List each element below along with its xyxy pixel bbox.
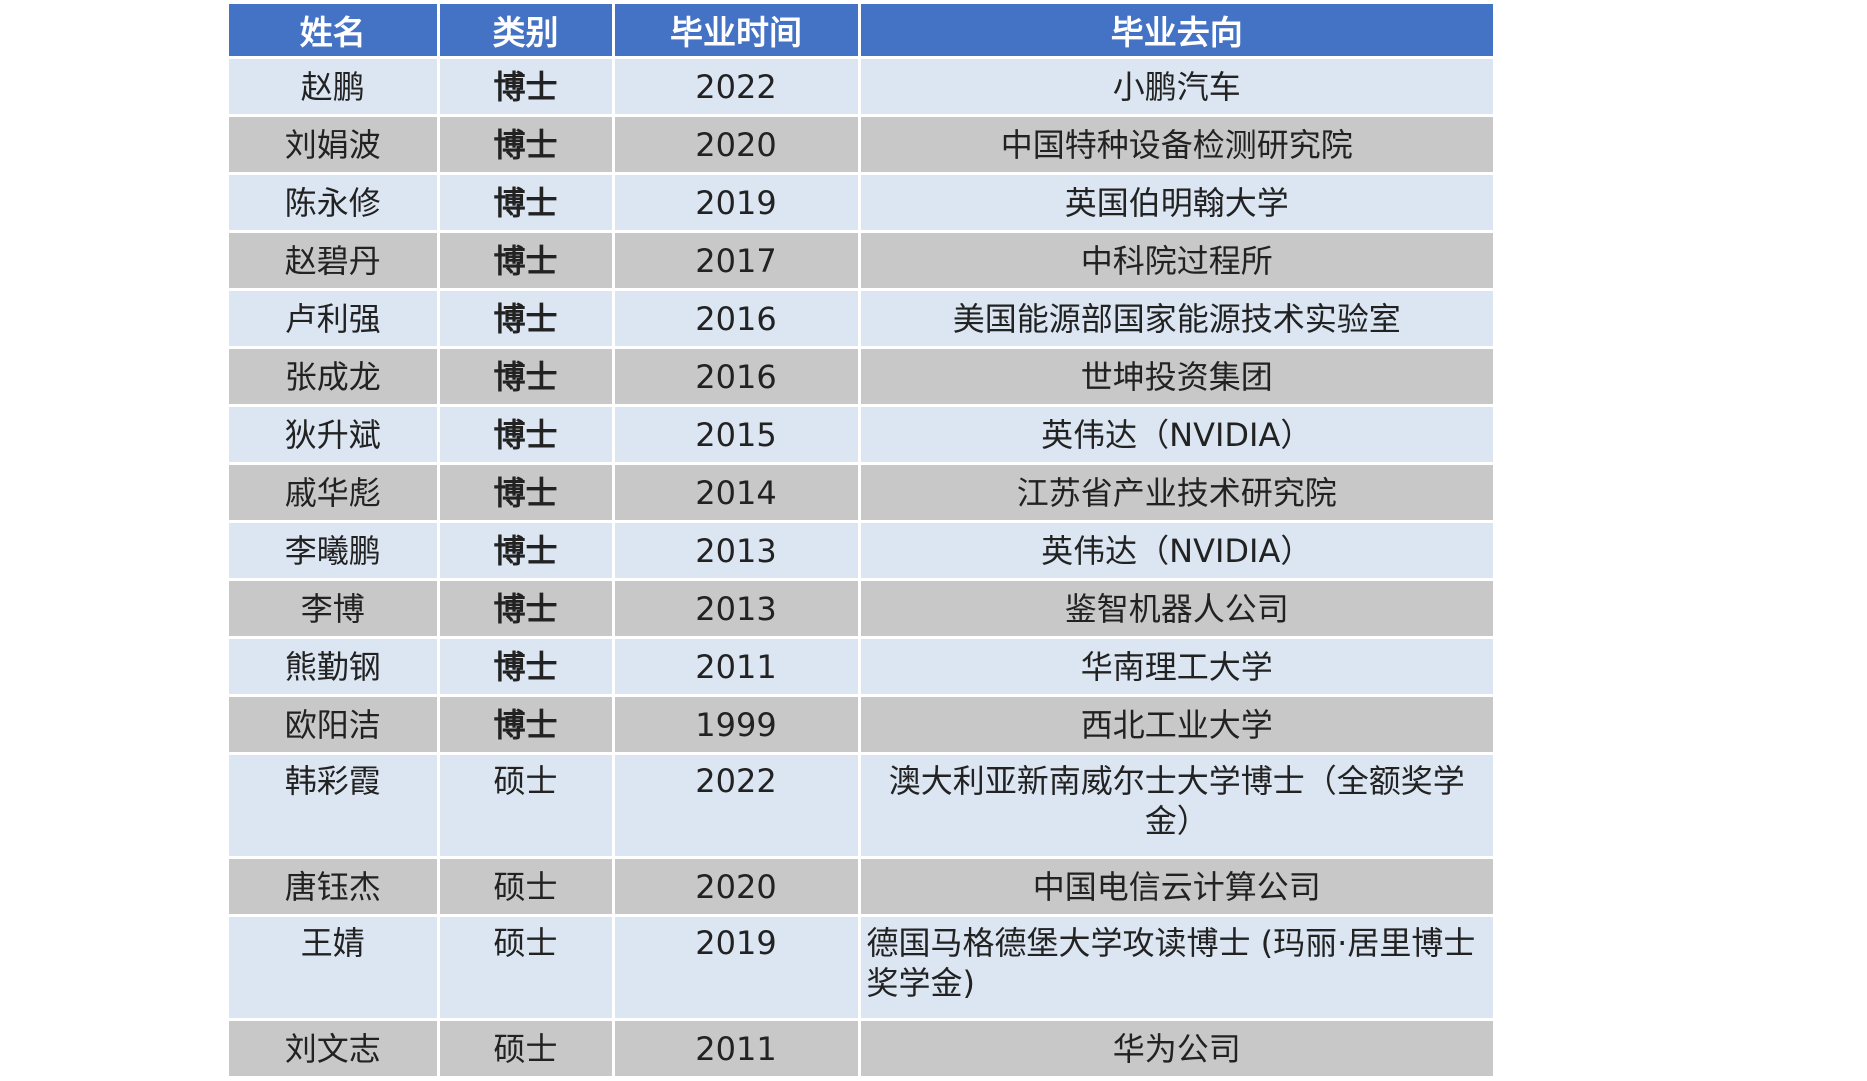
type-cell: 博士 [436, 694, 615, 755]
header-type: 类别 [436, 4, 615, 59]
destination-cell: 江苏省产业技术研究院 [857, 462, 1493, 523]
alumni-table: 姓名 类别 毕业时间 毕业去向 赵鹏 博士 2022 小鹏汽车 刘娟波 博士 2020 中国特… [229, 4, 1493, 1079]
year-cell: 2011 [611, 1018, 861, 1079]
destination-cell: 华为公司 [857, 1018, 1493, 1079]
destination-cell: 中国特种设备检测研究院 [857, 114, 1493, 175]
name-cell: 熊勤钢 [229, 636, 440, 697]
type-cell: 硕士 [436, 856, 615, 917]
destination-cell: 小鹏汽车 [857, 56, 1493, 117]
table-row: 卢利强 博士 2016 美国能源部国家能源技术实验室 [229, 288, 1493, 349]
table-row: 赵鹏 博士 2022 小鹏汽车 [229, 56, 1493, 117]
name-cell: 赵鹏 [229, 56, 440, 117]
table-header-row: 姓名 类别 毕业时间 毕业去向 [229, 4, 1493, 59]
destination-cell: 世坤投资集团 [857, 346, 1493, 407]
table-row: 李曦鹏 博士 2013 英伟达（NVIDIA） [229, 520, 1493, 581]
table-row: 熊勤钢 博士 2011 华南理工大学 [229, 636, 1493, 697]
name-cell: 赵碧丹 [229, 230, 440, 291]
header-destination: 毕业去向 [857, 4, 1493, 59]
destination-cell: 澳大利亚新南威尔士大学博士（全额奖学金） [857, 752, 1493, 859]
destination-cell: 中国电信云计算公司 [857, 856, 1493, 917]
year-cell: 2016 [611, 288, 861, 349]
table-row: 李博 博士 2013 鉴智机器人公司 [229, 578, 1493, 639]
table-row: 唐钰杰 硕士 2020 中国电信云计算公司 [229, 856, 1493, 917]
type-cell: 博士 [436, 578, 615, 639]
year-cell: 2022 [611, 56, 861, 117]
destination-cell: 中科院过程所 [857, 230, 1493, 291]
name-cell: 李博 [229, 578, 440, 639]
year-cell: 2011 [611, 636, 861, 697]
name-cell: 卢利强 [229, 288, 440, 349]
year-cell: 1999 [611, 694, 861, 755]
table-row: 戚华彪 博士 2014 江苏省产业技术研究院 [229, 462, 1493, 523]
type-cell: 博士 [436, 230, 615, 291]
year-cell: 2022 [611, 752, 861, 859]
name-cell: 陈永修 [229, 172, 440, 233]
year-cell: 2020 [611, 114, 861, 175]
destination-cell: 鉴智机器人公司 [857, 578, 1493, 639]
table-row: 欧阳洁 博士 1999 西北工业大学 [229, 694, 1493, 755]
table-row: 王婧 硕士 2019 德国马格德堡大学攻读博士 (玛丽·居里博士奖学金) [229, 914, 1493, 1021]
name-cell: 李曦鹏 [229, 520, 440, 581]
name-cell: 王婧 [229, 914, 440, 1021]
destination-cell: 英伟达（NVIDIA） [857, 404, 1493, 465]
destination-cell: 西北工业大学 [857, 694, 1493, 755]
year-cell: 2019 [611, 172, 861, 233]
table-row: 刘娟波 博士 2020 中国特种设备检测研究院 [229, 114, 1493, 175]
type-cell: 硕士 [436, 752, 615, 859]
type-cell: 博士 [436, 288, 615, 349]
destination-cell: 德国马格德堡大学攻读博士 (玛丽·居里博士奖学金) [857, 914, 1493, 1021]
destination-cell: 华南理工大学 [857, 636, 1493, 697]
year-cell: 2013 [611, 578, 861, 639]
year-cell: 2013 [611, 520, 861, 581]
type-cell: 博士 [436, 462, 615, 523]
year-cell: 2017 [611, 230, 861, 291]
name-cell: 韩彩霞 [229, 752, 440, 859]
year-cell: 2015 [611, 404, 861, 465]
table-row: 张成龙 博士 2016 世坤投资集团 [229, 346, 1493, 407]
table-body: 赵鹏 博士 2022 小鹏汽车 刘娟波 博士 2020 中国特种设备检测研究院 陈永修 博士 201… [229, 56, 1493, 1079]
type-cell: 博士 [436, 346, 615, 407]
header-name: 姓名 [229, 4, 440, 59]
name-cell: 张成龙 [229, 346, 440, 407]
header-graduation-year: 毕业时间 [611, 4, 861, 59]
year-cell: 2019 [611, 914, 861, 1021]
year-cell: 2016 [611, 346, 861, 407]
name-cell: 唐钰杰 [229, 856, 440, 917]
type-cell: 博士 [436, 56, 615, 117]
table-row: 赵碧丹 博士 2017 中科院过程所 [229, 230, 1493, 291]
name-cell: 刘文志 [229, 1018, 440, 1079]
year-cell: 2014 [611, 462, 861, 523]
type-cell: 硕士 [436, 914, 615, 1021]
type-cell: 博士 [436, 114, 615, 175]
table-row: 狄升斌 博士 2015 英伟达（NVIDIA） [229, 404, 1493, 465]
name-cell: 欧阳洁 [229, 694, 440, 755]
type-cell: 博士 [436, 636, 615, 697]
type-cell: 博士 [436, 520, 615, 581]
name-cell: 刘娟波 [229, 114, 440, 175]
destination-cell: 英国伯明翰大学 [857, 172, 1493, 233]
table-row: 刘文志 硕士 2011 华为公司 [229, 1018, 1493, 1079]
destination-cell: 英伟达（NVIDIA） [857, 520, 1493, 581]
name-cell: 狄升斌 [229, 404, 440, 465]
destination-cell: 美国能源部国家能源技术实验室 [857, 288, 1493, 349]
name-cell: 戚华彪 [229, 462, 440, 523]
year-cell: 2020 [611, 856, 861, 917]
table-row: 韩彩霞 硕士 2022 澳大利亚新南威尔士大学博士（全额奖学金） [229, 752, 1493, 859]
type-cell: 博士 [436, 404, 615, 465]
type-cell: 硕士 [436, 1018, 615, 1079]
type-cell: 博士 [436, 172, 615, 233]
table-row: 陈永修 博士 2019 英国伯明翰大学 [229, 172, 1493, 233]
